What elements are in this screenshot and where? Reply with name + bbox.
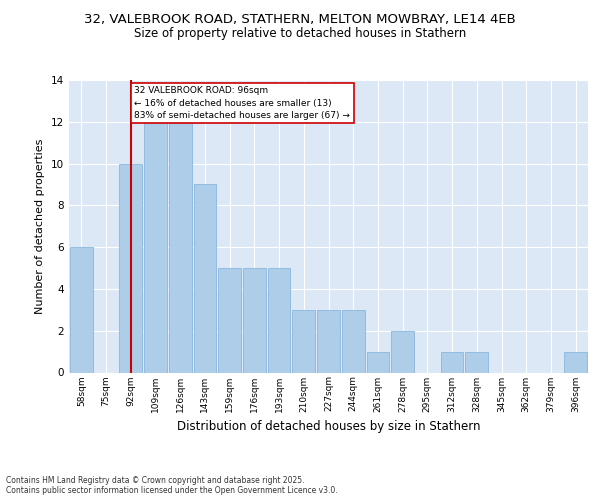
Bar: [391, 330, 414, 372]
Bar: [218, 268, 241, 372]
X-axis label: Distribution of detached houses by size in Stathern: Distribution of detached houses by size …: [177, 420, 480, 433]
Y-axis label: Number of detached properties: Number of detached properties: [35, 138, 46, 314]
Bar: [564, 352, 587, 372]
Text: 32 VALEBROOK ROAD: 96sqm
← 16% of detached houses are smaller (13)
83% of semi-d: 32 VALEBROOK ROAD: 96sqm ← 16% of detach…: [134, 86, 350, 120]
Bar: [441, 352, 463, 372]
Bar: [268, 268, 290, 372]
Text: 32, VALEBROOK ROAD, STATHERN, MELTON MOWBRAY, LE14 4EB: 32, VALEBROOK ROAD, STATHERN, MELTON MOW…: [84, 12, 516, 26]
Bar: [70, 247, 93, 372]
Bar: [342, 310, 365, 372]
Bar: [317, 310, 340, 372]
Bar: [292, 310, 315, 372]
Bar: [466, 352, 488, 372]
Bar: [119, 164, 142, 372]
Bar: [367, 352, 389, 372]
Text: Contains HM Land Registry data © Crown copyright and database right 2025.
Contai: Contains HM Land Registry data © Crown c…: [6, 476, 338, 495]
Bar: [144, 122, 167, 372]
Bar: [194, 184, 216, 372]
Bar: [243, 268, 266, 372]
Text: Size of property relative to detached houses in Stathern: Size of property relative to detached ho…: [134, 28, 466, 40]
Bar: [169, 122, 191, 372]
